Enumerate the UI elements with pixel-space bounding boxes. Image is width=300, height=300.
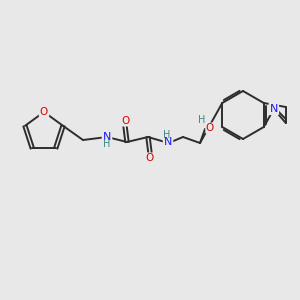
Text: N: N bbox=[164, 137, 172, 147]
Text: N: N bbox=[270, 104, 278, 114]
Text: H: H bbox=[163, 130, 171, 140]
Text: O: O bbox=[121, 116, 129, 126]
Text: O: O bbox=[206, 123, 214, 133]
Text: N: N bbox=[103, 132, 111, 142]
Text: O: O bbox=[146, 153, 154, 163]
Text: H: H bbox=[198, 115, 206, 125]
Text: H: H bbox=[103, 139, 111, 149]
Text: O: O bbox=[40, 107, 48, 117]
